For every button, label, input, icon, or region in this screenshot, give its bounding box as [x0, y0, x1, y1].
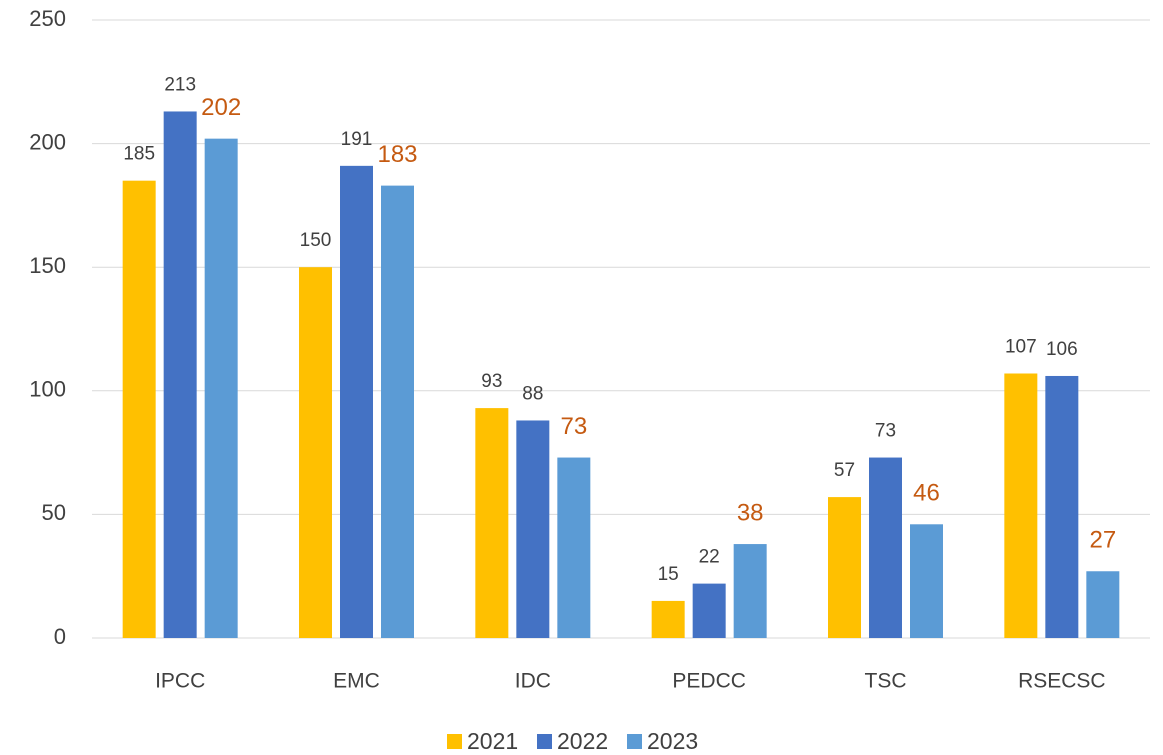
x-tick-label: TSC [865, 670, 907, 693]
y-tick-label: 250 [29, 6, 66, 31]
data-label: 107 [1005, 337, 1037, 358]
data-label: 150 [300, 230, 332, 251]
data-label: 213 [164, 74, 196, 95]
bar [340, 165, 373, 638]
bar [1004, 373, 1038, 638]
legend-label: 2022 [557, 728, 608, 754]
data-label: 73 [875, 421, 896, 442]
y-tick-label: 150 [29, 253, 66, 278]
x-tick-label: PEDCC [672, 670, 746, 693]
x-tick-label: RSECSC [1018, 670, 1106, 693]
bar [651, 600, 685, 638]
bar [204, 138, 238, 638]
bar [1045, 375, 1079, 638]
data-label: 183 [377, 141, 417, 168]
x-tick-label: EMC [333, 670, 380, 693]
data-label: 15 [658, 564, 679, 585]
bar [516, 420, 550, 638]
bar [910, 524, 943, 638]
data-label: 202 [201, 94, 241, 121]
bar [299, 267, 332, 638]
bar [475, 408, 509, 638]
bar [557, 457, 591, 638]
bar [692, 583, 726, 638]
bar [1086, 571, 1120, 638]
x-tick-label: IPCC [155, 670, 205, 693]
y-tick-label: 50 [42, 500, 66, 525]
data-label: 38 [737, 499, 764, 526]
legend-label: 2021 [467, 728, 518, 754]
bar [163, 111, 197, 639]
data-label: 185 [123, 144, 155, 165]
data-label: 73 [560, 413, 587, 440]
legend-label: 2023 [647, 728, 698, 754]
legend-swatch [447, 734, 462, 749]
data-label: 106 [1046, 339, 1078, 360]
y-tick-label: 200 [29, 129, 66, 154]
bar [828, 497, 861, 638]
bar [733, 544, 767, 638]
data-label: 27 [1089, 527, 1116, 554]
data-label: 88 [522, 383, 543, 404]
data-label: 46 [913, 480, 940, 507]
y-tick-label: 0 [54, 624, 66, 649]
bar [122, 180, 156, 638]
data-label: 57 [834, 460, 855, 481]
bar [381, 185, 414, 638]
data-label: 22 [699, 547, 720, 568]
data-label: 93 [481, 371, 502, 392]
bar [869, 457, 902, 638]
y-tick-label: 100 [29, 377, 66, 402]
legend-swatch [627, 734, 642, 749]
data-label: 191 [341, 129, 373, 150]
x-tick-label: IDC [515, 670, 551, 693]
legend-swatch [537, 734, 552, 749]
